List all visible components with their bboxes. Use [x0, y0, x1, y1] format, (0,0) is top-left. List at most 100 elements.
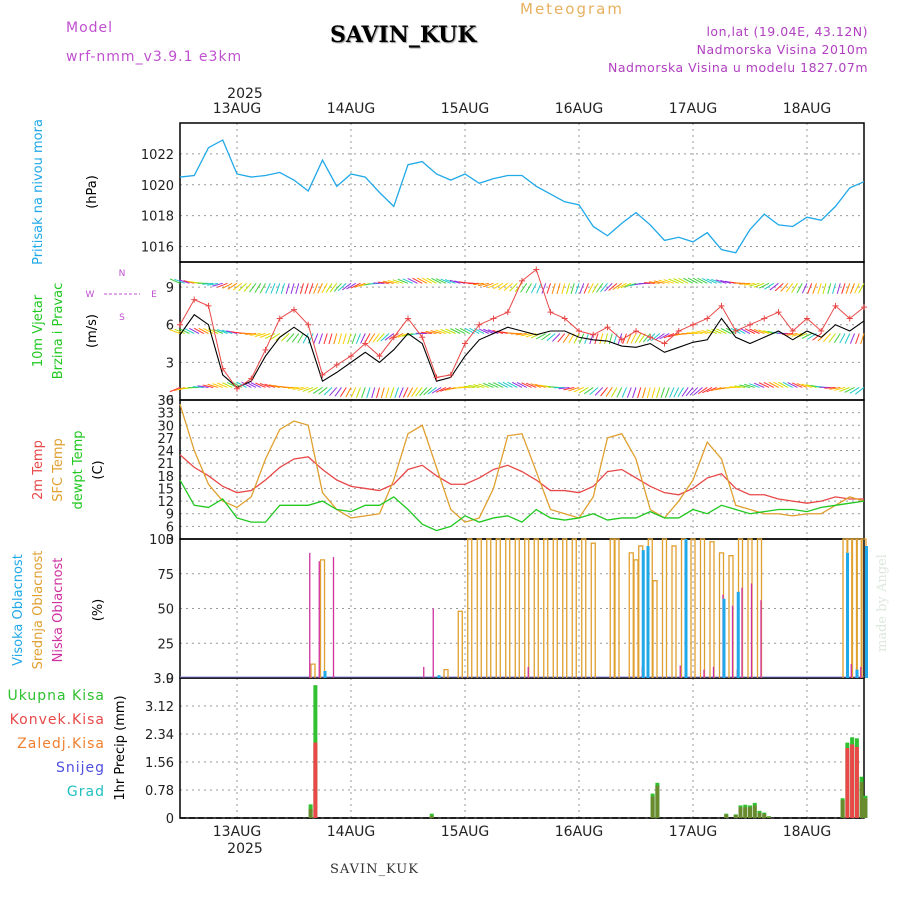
wind-arrow [341, 282, 352, 291]
wind-arrow [392, 279, 404, 284]
y-tick-label: 3.12 [145, 700, 174, 715]
wind-gust-marker [390, 334, 397, 341]
wind-arrow [417, 277, 428, 284]
wind-arrow [839, 386, 850, 392]
panel-frame-pressure [179, 122, 865, 263]
wind-gust-marker [561, 315, 568, 322]
mid-cloud-bar [310, 663, 316, 678]
wind-arrow [339, 387, 347, 398]
y-tick-label: 1.56 [145, 756, 174, 771]
wind-arrow [778, 381, 789, 388]
wind-arrow [345, 387, 352, 398]
wind-arrow [648, 281, 660, 284]
wind-arrow [764, 282, 775, 290]
wind-arrow [265, 283, 271, 294]
wind-arrow [435, 329, 447, 334]
wind-arrow [734, 385, 746, 388]
top-day-label: 18AUG [783, 101, 832, 117]
wind-gust-marker [732, 328, 739, 334]
wind-arrow [858, 283, 865, 294]
wind-arrow [836, 283, 841, 295]
wind-arrow [184, 328, 195, 334]
precip-ylabel: 1hr Precip (mm) [113, 695, 128, 800]
wind-arrow [193, 327, 204, 334]
conv-precip-bar [429, 815, 434, 818]
wind-gust-marker [462, 340, 468, 347]
wind-arrow [407, 277, 418, 284]
wind-arrow [575, 283, 580, 294]
wind-arrow [313, 333, 319, 344]
wind-arrow [622, 333, 627, 344]
wind-arrow [749, 328, 760, 334]
wind-gust-marker [348, 353, 354, 360]
wind-arrow [487, 329, 499, 334]
conv-precip-bar [724, 814, 729, 818]
mid-cloud-bar [562, 538, 568, 678]
wind-arrow [637, 387, 642, 399]
wind-arrow [599, 333, 604, 345]
wind-gust-marker [447, 371, 454, 378]
y-tick-label: 33 [157, 407, 174, 422]
wind-arrow [280, 333, 290, 342]
wind-arrow [354, 282, 366, 288]
wind-arrow [594, 333, 599, 345]
wind-gust-marker [419, 334, 426, 341]
wind-arrow [589, 387, 599, 396]
y-tick-label: 36 [157, 394, 174, 409]
wind-gust-marker [177, 321, 183, 328]
y-tick-label: 9 [166, 281, 174, 296]
mid-cloud-bar [571, 538, 577, 678]
mid-cloud-bar [505, 538, 511, 678]
wind-arrow [828, 333, 836, 343]
wind-arrow [407, 387, 414, 398]
mid-cloud-bar [699, 538, 706, 678]
wind-arrow [259, 283, 266, 294]
wind-arrow [773, 381, 784, 388]
wind-arrow [832, 283, 836, 295]
mid-cloud-bar [319, 559, 326, 678]
wind-arrow [849, 283, 855, 294]
wind-arrow [611, 387, 618, 398]
wind-arrow [541, 283, 547, 294]
wind-arrow [664, 387, 670, 398]
mid-cloud-bar [709, 541, 715, 678]
top-day-label: 17AUG [669, 101, 718, 117]
meteogram-label: Meteogram [520, 0, 624, 18]
model-elevation-label: Nadmorska Visina u modelu 1827.07m [608, 60, 868, 75]
wind-arrow [801, 383, 812, 388]
wind-arrow [678, 277, 689, 284]
wind-gust-marker [604, 324, 611, 331]
wind-arrow [307, 387, 318, 393]
wind-arrow [551, 333, 561, 342]
mid-cloud-bar [486, 538, 492, 678]
y-tick-label: 3 [166, 533, 174, 548]
wind-arrow [653, 280, 665, 284]
wind-arrow [600, 283, 608, 293]
wind-arrow [541, 333, 551, 341]
mid-cloud-bar [609, 538, 615, 678]
wind-arrow [197, 385, 209, 388]
footer-station-label: SAVIN_KUK [330, 862, 419, 877]
wind-arrow [663, 279, 675, 284]
wind-arrow [241, 381, 252, 388]
wind-ylabel: 10m Vjetar [31, 294, 46, 367]
wind-arrow [758, 382, 770, 388]
wind-arrow [292, 386, 304, 390]
wind-arrow [824, 386, 836, 389]
wind-arrow [758, 329, 770, 334]
wind-arrow [782, 381, 793, 388]
y-tick-label: 1022 [141, 148, 174, 163]
mid-cloud-bar [652, 580, 658, 678]
wind-gust-marker [234, 385, 240, 392]
wind-arrow [372, 333, 380, 343]
cloud-unit-label: (%) [91, 599, 106, 622]
wind-arrow [626, 333, 632, 344]
wind-arrow [512, 381, 523, 388]
wind-arrow [822, 283, 827, 295]
wind-arrow [677, 387, 684, 398]
wind-arrow [297, 333, 304, 344]
wind-arrow [796, 382, 808, 388]
wind-arrow [658, 279, 670, 284]
wind-arrow [217, 329, 228, 334]
wind-arrow [845, 283, 851, 294]
